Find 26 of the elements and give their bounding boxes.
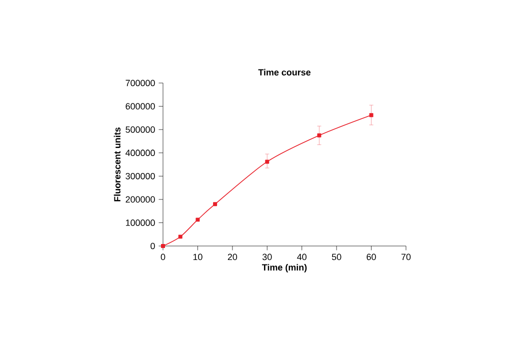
y-tick-label: 700000 [126,80,155,86]
point [196,218,200,222]
x-tick-label: 70 [401,254,411,260]
y-tick-label: 600000 [126,103,155,110]
x-axis-title: Time (min) [262,264,307,272]
y-tick-label: 0 [150,242,155,250]
point [213,202,218,206]
x-tick-label: 20 [228,254,238,260]
x-tick-label: 10 [193,254,202,260]
y-tick-label: 400000 [126,150,155,156]
x-tick-label: 50 [332,254,342,260]
x-tick-label: 0 [160,254,166,260]
point [369,113,374,118]
x-tick-label: 40 [297,254,306,260]
y-tick-label: 100000 [126,220,155,226]
point [317,133,322,138]
chart-title: Time course [258,68,311,76]
y-tick-label: 500000 [126,126,155,133]
point [265,160,270,164]
y-axis-title: Fluorescent units [114,128,120,202]
point [161,244,165,248]
point [178,234,182,239]
y-tick-label: 300000 [126,172,155,180]
y-tick-label: 200000 [126,196,155,203]
x-tick-label: 30 [262,254,272,260]
x-tick-label: 60 [366,254,376,260]
